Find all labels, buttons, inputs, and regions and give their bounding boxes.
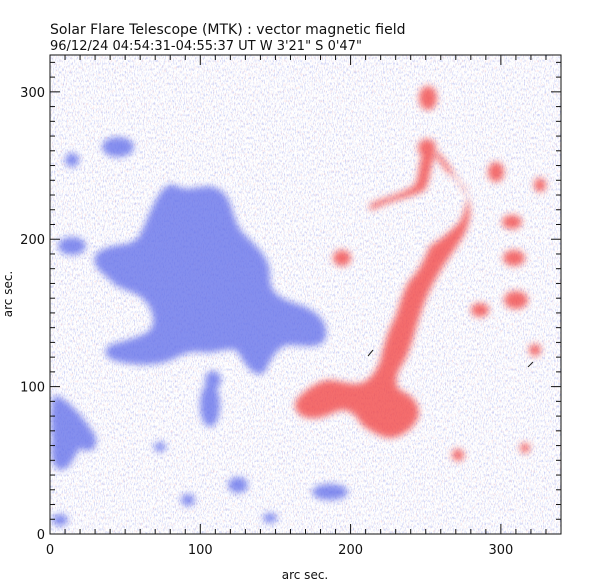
field-vector-mark — [527, 361, 534, 368]
x-axis-tick-labels: 0 100 200 300 — [46, 543, 513, 558]
axis-ticks — [49, 55, 562, 535]
x-axis-label: arc sec. — [282, 568, 328, 582]
y-tick-label: 200 — [20, 233, 45, 248]
x-tick-label: 300 — [488, 543, 513, 558]
positive-polarity-region — [295, 86, 546, 461]
y-tick-label: 100 — [20, 381, 45, 396]
field-vector-mark — [367, 349, 374, 357]
background-noise-red — [50, 55, 561, 534]
y-axis-label: arc sec. — [1, 271, 15, 317]
x-tick-label: 100 — [188, 543, 213, 558]
x-tick-label: 200 — [338, 543, 363, 558]
x-tick-label: 0 — [46, 543, 54, 558]
y-tick-label: 300 — [20, 86, 45, 101]
figure-title: Solar Flare Telescope (MTK) : vector mag… — [50, 22, 406, 38]
y-axis-tick-labels: 0 100 200 300 — [20, 86, 45, 543]
y-tick-label: 0 — [37, 528, 45, 543]
negative-polarity-region — [50, 137, 348, 526]
magnetogram-plot — [50, 55, 561, 534]
figure-subtitle: 96/12/24 04:54:31-04:55:37 UT W 3'21" S … — [50, 39, 362, 54]
